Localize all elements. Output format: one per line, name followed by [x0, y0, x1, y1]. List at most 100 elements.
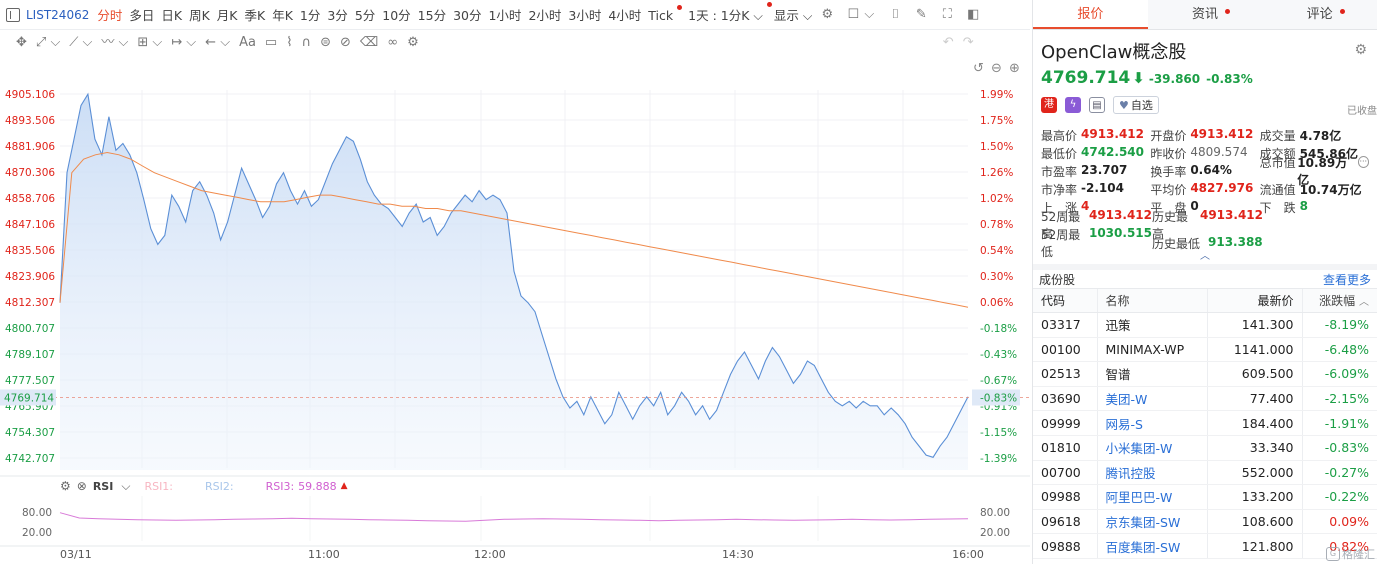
period-tab[interactable]: 1分 — [299, 8, 321, 23]
tab-comments[interactable]: 评论 — [1262, 0, 1377, 29]
pen-icon[interactable]: ✎ — [915, 6, 927, 22]
indicator-settings-icon[interactable]: ⚙ — [60, 479, 71, 493]
stat-label: 52周最低 — [1041, 228, 1081, 259]
table-row[interactable]: 03690 美团-W 77.400 -2.15% — [1033, 386, 1377, 412]
wave-tool-icon[interactable]: 〰 ⌵ — [101, 35, 129, 50]
stat-label: 历史最高 — [1152, 210, 1189, 241]
document-icon[interactable]: ▤ — [1089, 97, 1105, 113]
period-tab[interactable]: 1小时 — [488, 8, 522, 23]
table-row[interactable]: 00700 腾讯控股 552.000 -0.27% — [1033, 460, 1377, 486]
period-tab[interactable]: 季K — [244, 8, 266, 23]
note-tool-icon[interactable]: ▭ — [264, 35, 278, 50]
period-tab[interactable]: 30分 — [453, 8, 482, 23]
redo-icon[interactable]: ↷ — [962, 35, 974, 50]
view-more-link[interactable]: 查看更多 — [1322, 272, 1371, 287]
multi-period-select[interactable]: 1天 : 1分K ⌵ — [688, 2, 772, 24]
period-tab[interactable]: 周K — [189, 8, 210, 23]
camera-icon[interactable]: ⌷ — [891, 6, 900, 22]
table-row[interactable]: 09988 阿里巴巴-W 133.200 -0.22% — [1033, 484, 1377, 510]
lightning-icon[interactable]: ϟ — [1065, 97, 1081, 113]
tab-news[interactable]: 资讯 — [1148, 0, 1263, 29]
period-tab[interactable]: 3小时 — [568, 8, 602, 23]
add-watchlist-button[interactable]: ♥ 自选 — [1113, 96, 1159, 114]
gear-icon[interactable]: ⚙ — [1354, 42, 1367, 58]
indicator-close-icon[interactable]: ⊗ — [76, 479, 87, 493]
trendline-icon[interactable]: ⤢ ⌵ — [35, 35, 61, 50]
period-tab[interactable]: 分时 — [97, 8, 123, 23]
period-tab[interactable]: Tick — [648, 5, 683, 23]
layout-icon[interactable]: ☐ — [847, 6, 860, 22]
period-tab[interactable]: 3分 — [327, 8, 348, 23]
zoom-in-icon[interactable]: ⊕ — [1009, 61, 1020, 76]
link-icon[interactable]: ∞ — [387, 35, 399, 50]
stat-label: 换手率 — [1150, 164, 1187, 179]
period-tab[interactable]: 4小时 — [608, 8, 642, 23]
zoom-out-icon[interactable]: ⊖ — [991, 61, 1002, 76]
symbol-label[interactable]: LIST24062 — [26, 7, 90, 22]
chevron-down-icon[interactable]: ⌵ — [864, 6, 875, 22]
display-menu[interactable]: 显示 ⌵ — [773, 8, 813, 23]
col-last[interactable]: 最新价 — [1206, 288, 1302, 313]
stat-cell: 市盈率 23.707 — [1041, 163, 1150, 180]
stock-last-price: 108.600 — [1206, 509, 1302, 535]
fib-tool-icon[interactable]: ⊞ ⌵ — [137, 35, 163, 50]
arrow-tool-icon[interactable]: ← ⌵ — [205, 35, 231, 50]
table-row[interactable]: 09888 百度集团-SW 121.800 0.82% — [1033, 533, 1377, 559]
col-name[interactable]: 名称 — [1096, 288, 1207, 313]
stock-name: MINIMAX-WP — [1096, 337, 1207, 363]
rsi1-label: RSI1: — [144, 479, 174, 493]
intraday-chart[interactable]: 4905.106 4893.506 4881.906 4870.306 4858.706… — [0, 56, 1030, 564]
pct-tick-label: 0.54% — [980, 245, 1013, 257]
table-row[interactable]: 09618 京东集团-SW 108.600 0.09% — [1033, 509, 1377, 535]
period-tab[interactable]: 多日 — [129, 8, 155, 23]
more-info-icon[interactable]: ··· — [1357, 156, 1369, 168]
period-tab[interactable]: 月K — [216, 8, 238, 23]
hk-market-badge: 港 — [1041, 97, 1057, 113]
reset-zoom-icon[interactable]: ↺ — [973, 61, 984, 76]
fullscreen-icon[interactable]: ⛶ — [942, 6, 952, 22]
pct-tick-label: -0.18% — [980, 323, 1017, 335]
crosshair-icon[interactable]: ✥ — [16, 35, 27, 50]
table-row[interactable]: 09999 网易-S 184.400 -1.91% — [1033, 410, 1377, 436]
time-axis-label: 11:00 — [308, 548, 340, 561]
magnet-icon[interactable]: ∩ — [301, 35, 312, 50]
undo-icon[interactable]: ↶ — [942, 35, 954, 50]
lock-drawings-icon[interactable]: ⊜ — [320, 35, 331, 50]
chevron-down-icon[interactable]: ⌵ — [121, 478, 131, 493]
hide-drawings-icon[interactable]: ⊘ — [340, 35, 351, 50]
collapse-chevron-icon[interactable]: ︿ — [1200, 251, 1210, 262]
rsi-name[interactable]: RSI — [92, 479, 114, 493]
stat-cell: 平均价 4827.976 — [1150, 181, 1259, 198]
pct-tick-label: -0.67% — [980, 375, 1017, 387]
text-tool-icon[interactable]: Aa — [239, 35, 256, 50]
constituents-title: 成份股 — [1039, 272, 1076, 287]
settings-icon[interactable]: ⚙ — [821, 6, 834, 22]
stock-last-price: 184.400 — [1206, 410, 1302, 436]
stock-change-pct: 0.09% — [1301, 509, 1377, 535]
eraser-tool-icon[interactable]: ⌇ — [286, 35, 293, 50]
period-tab[interactable]: 2小时 — [528, 8, 562, 23]
range-tool-icon[interactable]: ↦ ⌵ — [171, 35, 197, 50]
col-pct[interactable]: 涨跌幅 ︿ — [1301, 288, 1377, 313]
table-row[interactable]: 03317 迅策 141.300 -8.19% — [1033, 312, 1377, 338]
price-tick-label: 4835.506 — [5, 245, 55, 257]
sidebar-toggle-icon[interactable] — [6, 7, 20, 22]
period-tab[interactable]: 15分 — [417, 8, 447, 23]
tab-quote[interactable]: 报价 — [1033, 0, 1148, 29]
trash-icon[interactable]: ⌫ — [359, 35, 379, 50]
split-panel-icon[interactable]: ◧ — [967, 6, 980, 22]
period-tab[interactable]: 5分 — [354, 8, 376, 23]
table-row[interactable]: 02513 智谱 609.500 -6.09% — [1033, 361, 1377, 387]
stock-change-pct: -8.19% — [1301, 312, 1377, 338]
drawing-settings-icon[interactable]: ⚙ — [407, 35, 419, 50]
table-row[interactable]: 01810 小米集团-W 33.340 -0.83% — [1033, 435, 1377, 461]
period-tab[interactable]: 日K — [161, 8, 183, 23]
period-tab[interactable]: 年K — [272, 8, 293, 23]
stock-last-price: 552.000 — [1206, 460, 1302, 486]
period-tab[interactable]: 10分 — [382, 8, 411, 23]
col-code[interactable]: 代码 — [1033, 288, 1097, 313]
table-row[interactable]: 00100 MINIMAX-WP 1141.000 -6.48% — [1033, 337, 1377, 363]
ray-tool-icon[interactable]: ⟋ ⌵ — [69, 35, 93, 50]
price-tick-label: 4742.707 — [5, 453, 55, 465]
stats-row: 市净率 -2.104 平均价 4827.976 流通值 10.74万亿 — [1041, 180, 1369, 198]
